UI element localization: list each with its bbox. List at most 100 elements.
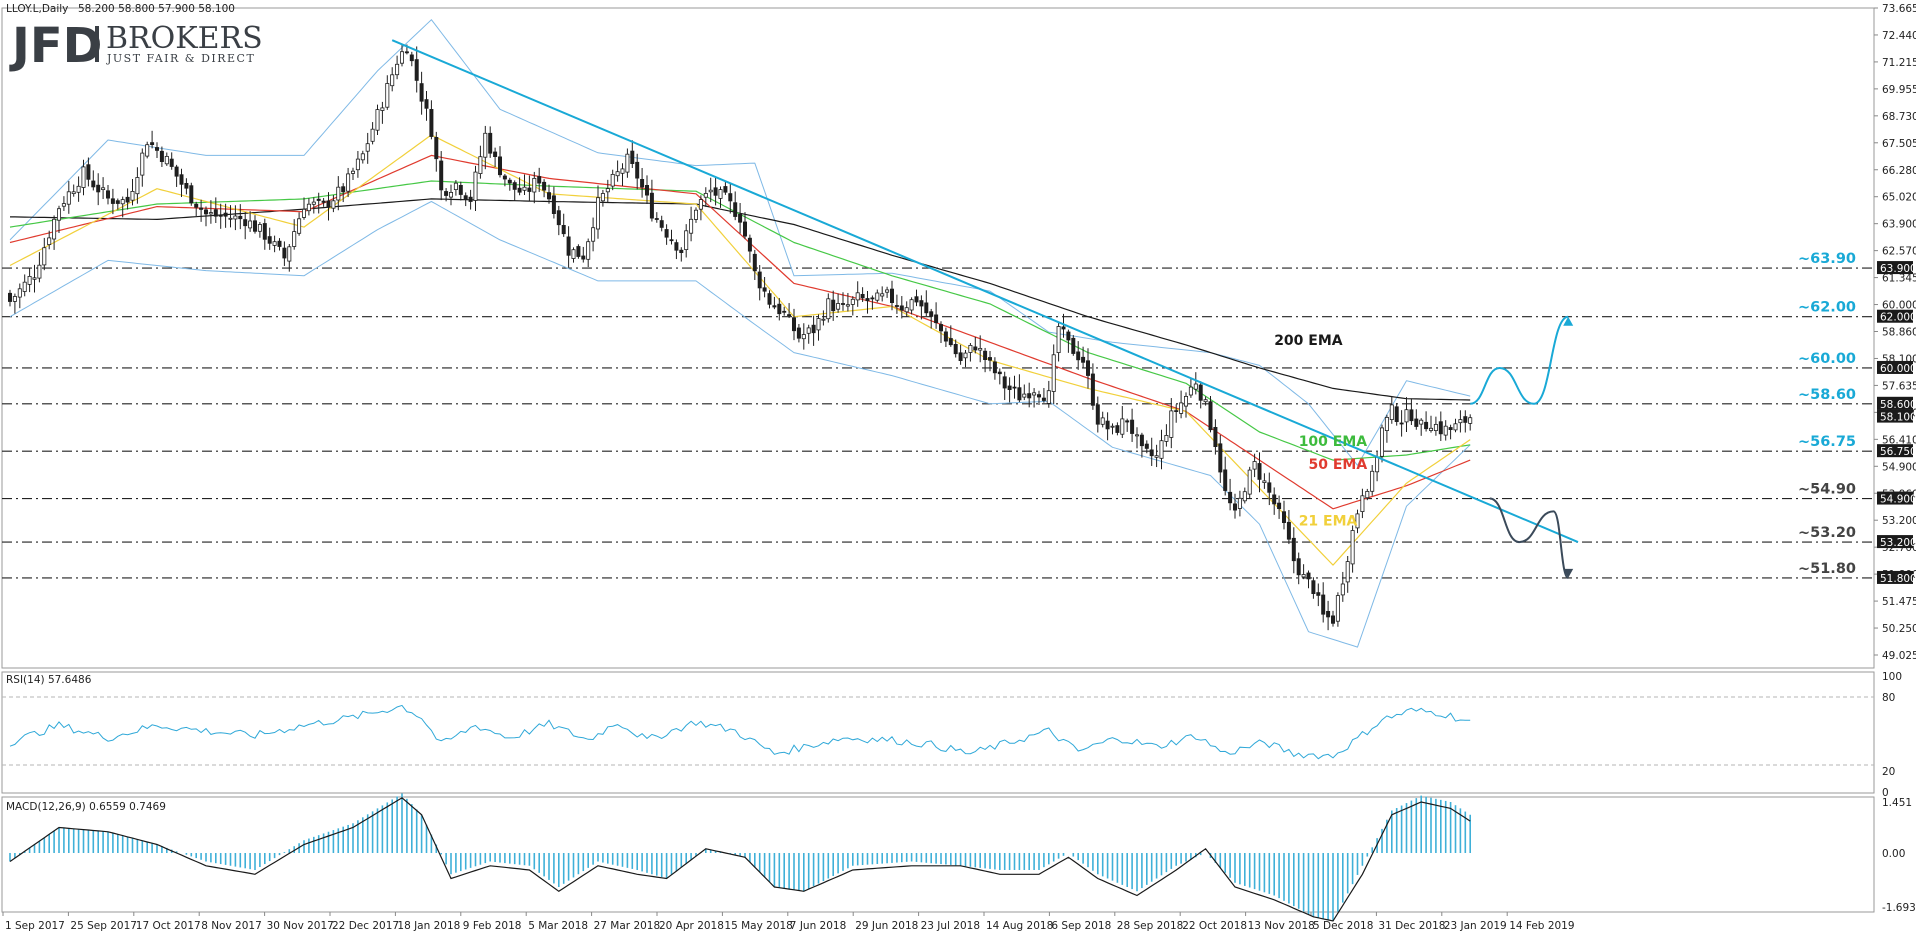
candle-body (1041, 397, 1046, 401)
date-label: 22 Oct 2018 (1182, 920, 1247, 932)
rsi-axis-label: 20 (1882, 766, 1895, 778)
candle-body (836, 303, 841, 310)
candle (360, 150, 365, 164)
candle (316, 192, 321, 214)
candle-body (713, 187, 718, 196)
candle (248, 211, 253, 232)
candle-body (850, 298, 855, 305)
candle (596, 185, 601, 239)
candle-body (992, 361, 997, 374)
candle (841, 292, 846, 311)
candle (1365, 488, 1370, 501)
candle (752, 249, 757, 281)
candle (257, 222, 262, 238)
tag-58100: 58.100 (1880, 412, 1916, 424)
candle-body (463, 195, 468, 200)
candle-body (1404, 409, 1409, 423)
candle (306, 198, 311, 216)
candle (1125, 418, 1130, 432)
candle-body (32, 277, 37, 280)
candle-body (1179, 402, 1184, 414)
candle (478, 145, 483, 179)
candle-body (551, 195, 556, 215)
candle (1228, 478, 1233, 511)
candle-body (556, 210, 561, 226)
candle-body (762, 287, 767, 292)
candle-body (375, 109, 380, 131)
tag-60000: 60.000 (1880, 363, 1916, 375)
candle-body (311, 201, 316, 205)
candle (321, 198, 326, 207)
candle (355, 150, 360, 178)
candle (1340, 571, 1345, 602)
price-axis-label: 61.345 (1882, 273, 1916, 285)
candle (850, 296, 855, 316)
candle (649, 179, 654, 222)
candle (311, 197, 316, 214)
candle-body (228, 217, 233, 220)
candle-body (1169, 410, 1174, 438)
level-60-00: ~60.00 (1798, 351, 1856, 367)
candle-body (1188, 386, 1193, 396)
candle (277, 238, 282, 251)
candle-body (429, 109, 434, 137)
price-axis-label: 56.410 (1882, 434, 1916, 446)
candle (497, 146, 502, 178)
candle-body (512, 182, 517, 190)
candle (1076, 341, 1081, 370)
candle-body (385, 83, 390, 108)
candle (875, 289, 880, 303)
candle (1233, 493, 1238, 519)
candle-body (42, 247, 47, 266)
candle-body (1154, 455, 1159, 458)
candle-body (561, 224, 566, 235)
candle-body (86, 164, 91, 180)
logo-mark: JFD (9, 18, 103, 74)
candle (448, 184, 453, 206)
candle-body (615, 171, 620, 177)
candle-body (96, 184, 101, 193)
candle (1429, 415, 1434, 433)
candle (1223, 456, 1228, 496)
candle-body (189, 185, 194, 204)
candle-body (517, 187, 522, 193)
candle (1071, 335, 1076, 356)
candle (135, 167, 140, 204)
candle-body (1262, 480, 1267, 483)
candle-body (208, 212, 213, 215)
candle-body (120, 199, 125, 205)
candle (576, 244, 581, 259)
candle-body (106, 190, 111, 199)
date-label: 27 Mar 2018 (594, 920, 661, 932)
candle-body (1389, 404, 1394, 420)
candle-body (1017, 387, 1022, 401)
candle (1203, 396, 1208, 406)
candle (669, 229, 674, 245)
candle (703, 187, 708, 207)
candle (370, 122, 375, 145)
candle-body (1335, 595, 1340, 622)
candle-body (414, 59, 419, 81)
candle (1443, 420, 1448, 441)
candle-body (135, 177, 140, 195)
candle-body (1345, 561, 1350, 583)
candle-body (1291, 537, 1296, 562)
candle (184, 178, 189, 195)
candle-body (1429, 427, 1434, 431)
candle-body (958, 352, 963, 361)
candle-body (743, 221, 748, 237)
candle (106, 185, 111, 205)
candle (483, 125, 488, 170)
price-axis-label: 66.280 (1882, 165, 1916, 177)
tag-58600-box (1877, 396, 1913, 410)
price-axis-label: 58.860 (1882, 327, 1916, 339)
candle (997, 368, 1002, 385)
candle-body (1066, 331, 1071, 341)
candle (1257, 452, 1262, 493)
candle-body (150, 142, 155, 146)
candle (1149, 437, 1154, 466)
candle-body (453, 182, 458, 190)
candle (429, 100, 434, 140)
candle (414, 46, 419, 93)
candle (953, 339, 958, 358)
